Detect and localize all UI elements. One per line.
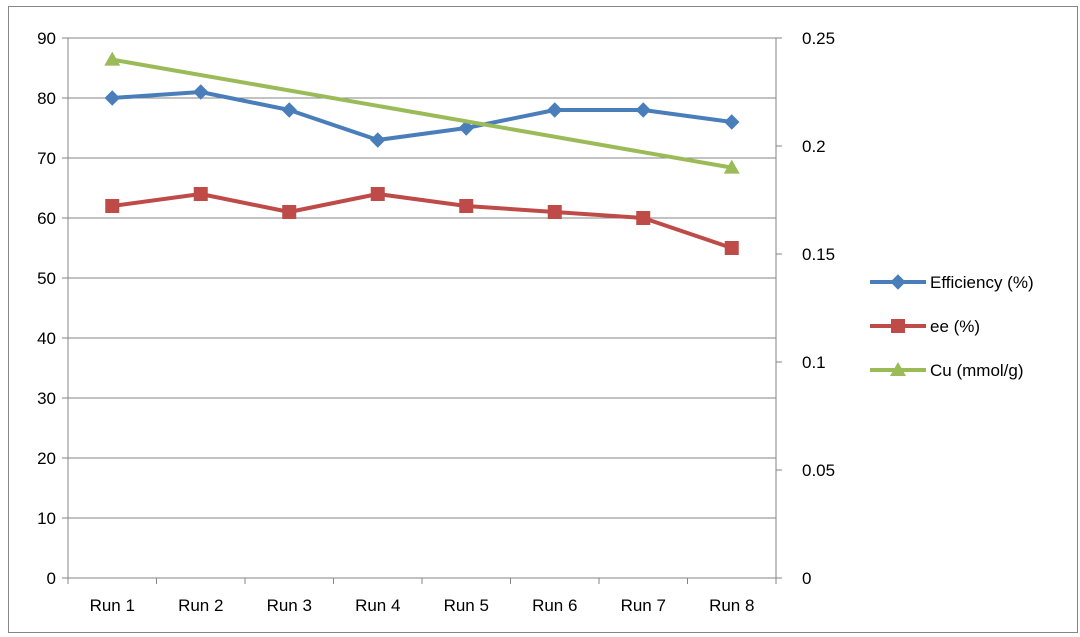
x-axis-tick-label: Run 3	[267, 596, 312, 615]
data-point	[635, 102, 651, 118]
data-point	[104, 90, 120, 106]
data-point	[636, 211, 651, 225]
left-axis-tick-label: 10	[37, 509, 56, 528]
x-axis-tick-label: Run 1	[90, 596, 135, 615]
series-line	[111, 192, 733, 250]
left-axis-tick-label: 70	[37, 149, 56, 168]
x-axis-tick-label: Run 5	[444, 596, 489, 615]
data-point	[193, 84, 209, 100]
axes	[62, 37, 782, 584]
data-point	[370, 132, 386, 148]
right-axis-tick-label: 0.1	[802, 353, 826, 372]
x-axis-tick-label: Run 2	[178, 596, 223, 615]
series-line	[111, 57, 733, 170]
right-axis-tick-labels: 0 0.05 0.1 0.15 0.2 0.25	[802, 29, 835, 588]
data-point	[281, 102, 297, 118]
x-axis-tick-label: Run 7	[621, 596, 666, 615]
data-point	[723, 159, 740, 174]
left-axis-tick-label: 40	[37, 329, 56, 348]
x-axis-tick-label: Run 6	[532, 596, 577, 615]
data-point	[370, 187, 385, 201]
data-point	[724, 114, 740, 130]
data-point	[458, 120, 474, 136]
left-axis-tick-label: 30	[37, 389, 56, 408]
right-axis-tick-label: 0.05	[802, 461, 835, 480]
left-axis-tick-labels: 0 10 20 30 40 50 60 70 80 90	[37, 29, 56, 588]
legend-entry: Efficiency (%)	[870, 273, 1034, 292]
left-axis-tick-label: 80	[37, 89, 56, 108]
series-0	[104, 84, 740, 148]
legend-marker	[891, 319, 905, 333]
right-axis-tick-label: 0	[802, 569, 811, 588]
left-axis-tick-label: 90	[37, 29, 56, 48]
right-axis-tick-label: 0.15	[802, 245, 835, 264]
series-1	[105, 187, 739, 255]
legend-label: Cu (mmol/g)	[930, 361, 1024, 380]
x-axis-tick-label: Run 8	[709, 596, 754, 615]
series-2	[104, 51, 740, 174]
data-point	[547, 102, 563, 118]
legend-label: ee (%)	[930, 317, 980, 336]
left-axis-tick-label: 0	[47, 569, 56, 588]
legend: Efficiency (%) ee (%) Cu (mmol/g)	[870, 273, 1034, 380]
legend-label: Efficiency (%)	[930, 273, 1034, 292]
data-point	[193, 187, 208, 201]
gridlines	[68, 37, 776, 519]
data-point	[724, 241, 739, 255]
series-line	[112, 90, 733, 142]
legend-marker	[890, 274, 906, 290]
legend-entry: Cu (mmol/g)	[870, 361, 1024, 380]
data-point	[104, 51, 121, 66]
left-axis-tick-label: 60	[37, 209, 56, 228]
series	[104, 51, 740, 255]
x-axis-tick-labels: Run 1 Run 2 Run 3 Run 4 Run 5 Run 6 Run 7 Run 8	[90, 596, 755, 615]
data-point	[547, 205, 562, 219]
data-point	[282, 205, 297, 219]
left-axis-tick-label: 50	[37, 269, 56, 288]
right-axis-tick-label: 0.25	[802, 29, 835, 48]
data-point	[459, 199, 474, 213]
left-axis-tick-label: 20	[37, 449, 56, 468]
legend-marker	[890, 362, 906, 376]
right-axis-tick-label: 0.2	[802, 137, 826, 156]
legend-entry: ee (%)	[870, 317, 980, 336]
data-point	[105, 199, 120, 213]
x-axis-tick-label: Run 4	[355, 596, 400, 615]
